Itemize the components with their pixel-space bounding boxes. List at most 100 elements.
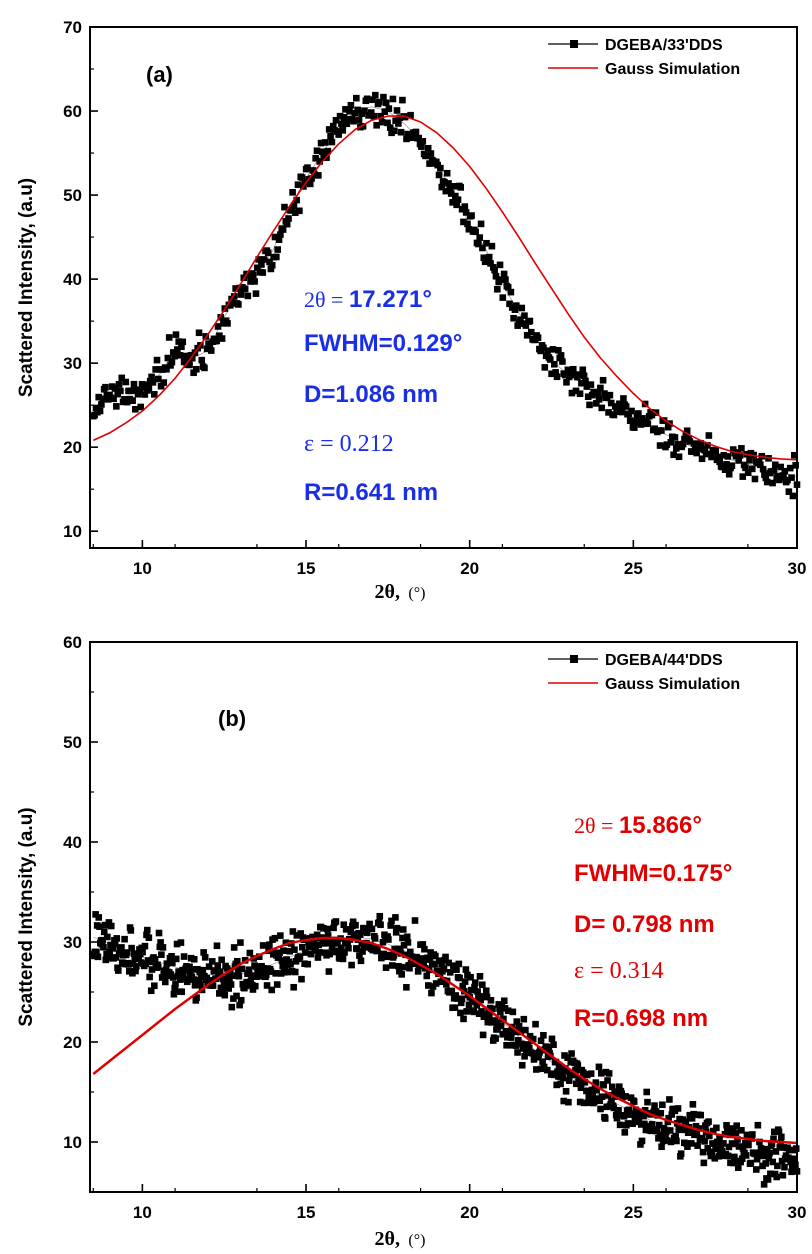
data-point (291, 968, 299, 976)
data-point (716, 458, 724, 466)
data-point (305, 938, 312, 946)
data-point (254, 264, 261, 272)
data-point (92, 404, 100, 412)
data-point (730, 1159, 737, 1167)
data-point (690, 1110, 697, 1118)
data-point (313, 931, 321, 939)
data-point (165, 334, 173, 341)
data-point (246, 949, 254, 957)
data-point (363, 929, 371, 937)
data-point (700, 1159, 708, 1167)
data-point (781, 1163, 788, 1171)
data-point (127, 387, 135, 395)
data-point (772, 1148, 780, 1155)
data-point (648, 1121, 656, 1128)
data-point (315, 941, 323, 949)
data-point (175, 968, 182, 975)
data-point (554, 1068, 561, 1075)
data-point (357, 957, 365, 965)
data-point (682, 1118, 690, 1126)
data-point (359, 123, 367, 130)
data-point (780, 472, 787, 479)
data-point (708, 1149, 715, 1157)
data-point (769, 479, 776, 487)
data-point (284, 968, 292, 976)
data-point (511, 1028, 519, 1036)
data-point (453, 995, 461, 1002)
data-point (734, 1136, 741, 1143)
data-point (644, 1122, 652, 1130)
data-point (738, 445, 745, 452)
data-point (747, 1159, 755, 1167)
data-point (784, 476, 791, 484)
data-point (248, 972, 255, 979)
legend-square-marker (570, 655, 578, 663)
data-point (148, 373, 155, 381)
data-point (130, 380, 138, 388)
data-point (353, 945, 361, 953)
data-point (553, 373, 561, 381)
data-point (462, 209, 470, 216)
data-point (242, 982, 250, 990)
data-point (664, 423, 672, 431)
y-tick-label: 50 (63, 186, 82, 205)
data-point (361, 107, 368, 115)
data-point (517, 316, 524, 323)
data-point (170, 990, 178, 998)
data-point (475, 992, 482, 1000)
data-point (476, 973, 484, 980)
data-point (483, 239, 490, 247)
data-point (789, 1155, 797, 1163)
data-point (191, 981, 199, 989)
y-tick-label: 40 (63, 270, 82, 289)
data-point (298, 174, 306, 181)
data-point (122, 378, 130, 386)
panel-a-chart: 10 15 20 25 30 10 20 30 40 50 60 70 Scattered Inten… (16, 18, 806, 603)
data-point (668, 1111, 676, 1118)
data-point (115, 381, 123, 388)
data-point (563, 1067, 571, 1075)
data-point (154, 963, 162, 971)
data-point (214, 962, 222, 969)
annotation-crystallite-size: D= 0.798 nm (574, 911, 715, 938)
data-point (721, 466, 729, 473)
data-point (355, 117, 363, 124)
data-point (251, 278, 258, 285)
data-point (180, 953, 188, 960)
data-point (259, 269, 267, 276)
data-point (754, 1121, 762, 1129)
data-point (725, 1143, 733, 1151)
annotation-fwhm: FWHM=0.175° (574, 860, 732, 887)
data-point (485, 253, 493, 261)
data-point (752, 1166, 760, 1173)
data-point (377, 112, 385, 120)
data-point (101, 921, 109, 929)
data-point (518, 1061, 526, 1069)
data-point (146, 973, 153, 981)
data-point (397, 128, 405, 136)
data-point (729, 1125, 737, 1132)
data-point (515, 1037, 522, 1044)
data-point (139, 948, 146, 956)
data-point (308, 175, 315, 182)
data-point (193, 365, 200, 373)
data-point (118, 374, 126, 382)
data-point (454, 196, 462, 203)
data-point (639, 414, 646, 422)
data-point (399, 926, 407, 933)
data-point (274, 246, 281, 253)
data-point (100, 943, 107, 951)
data-point (367, 941, 374, 949)
data-point (628, 1110, 636, 1117)
data-point (715, 1152, 723, 1160)
data-point (296, 953, 304, 960)
data-point (389, 95, 397, 103)
data-point (763, 1145, 771, 1153)
data-point (757, 461, 764, 469)
data-point (660, 1124, 668, 1132)
data-point (459, 982, 467, 990)
x-tick-label: 20 (460, 559, 479, 578)
data-point (622, 403, 630, 410)
data-point (641, 1120, 648, 1128)
data-point (241, 285, 249, 293)
